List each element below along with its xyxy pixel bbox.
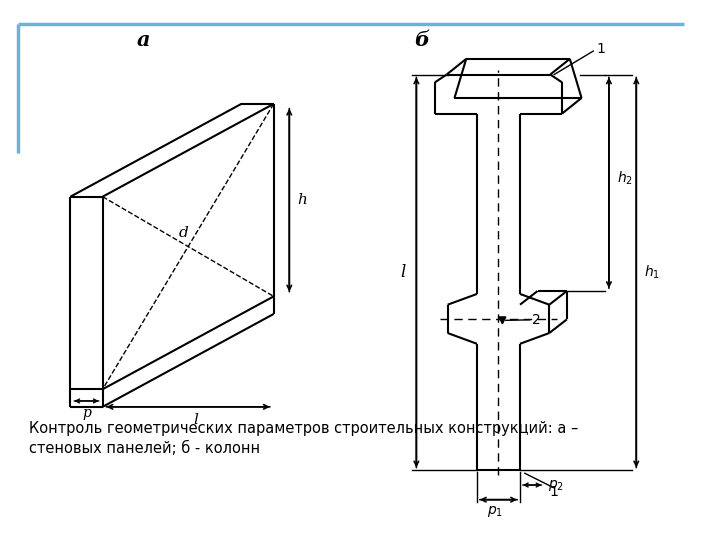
Text: стеновых панелей; б - колонн: стеновых панелей; б - колонн — [30, 441, 261, 456]
Text: Контроль геометрических параметров строительных конструкций: а –: Контроль геометрических параметров строи… — [30, 422, 579, 436]
Text: l: l — [400, 264, 405, 281]
Text: 1: 1 — [596, 42, 605, 56]
Text: $p_1$: $p_1$ — [487, 504, 503, 519]
Text: $h_1$: $h_1$ — [644, 264, 660, 281]
Polygon shape — [499, 317, 506, 324]
Text: d: d — [179, 226, 188, 240]
Text: 2: 2 — [531, 313, 541, 327]
Text: l: l — [194, 413, 199, 427]
Text: $p_2$: $p_2$ — [549, 477, 564, 492]
Text: p: p — [82, 406, 91, 420]
Text: a: a — [137, 30, 150, 50]
Text: h: h — [297, 193, 307, 207]
Text: 1: 1 — [549, 485, 558, 499]
Text: $h_2$: $h_2$ — [617, 169, 633, 187]
Text: б: б — [415, 30, 430, 50]
